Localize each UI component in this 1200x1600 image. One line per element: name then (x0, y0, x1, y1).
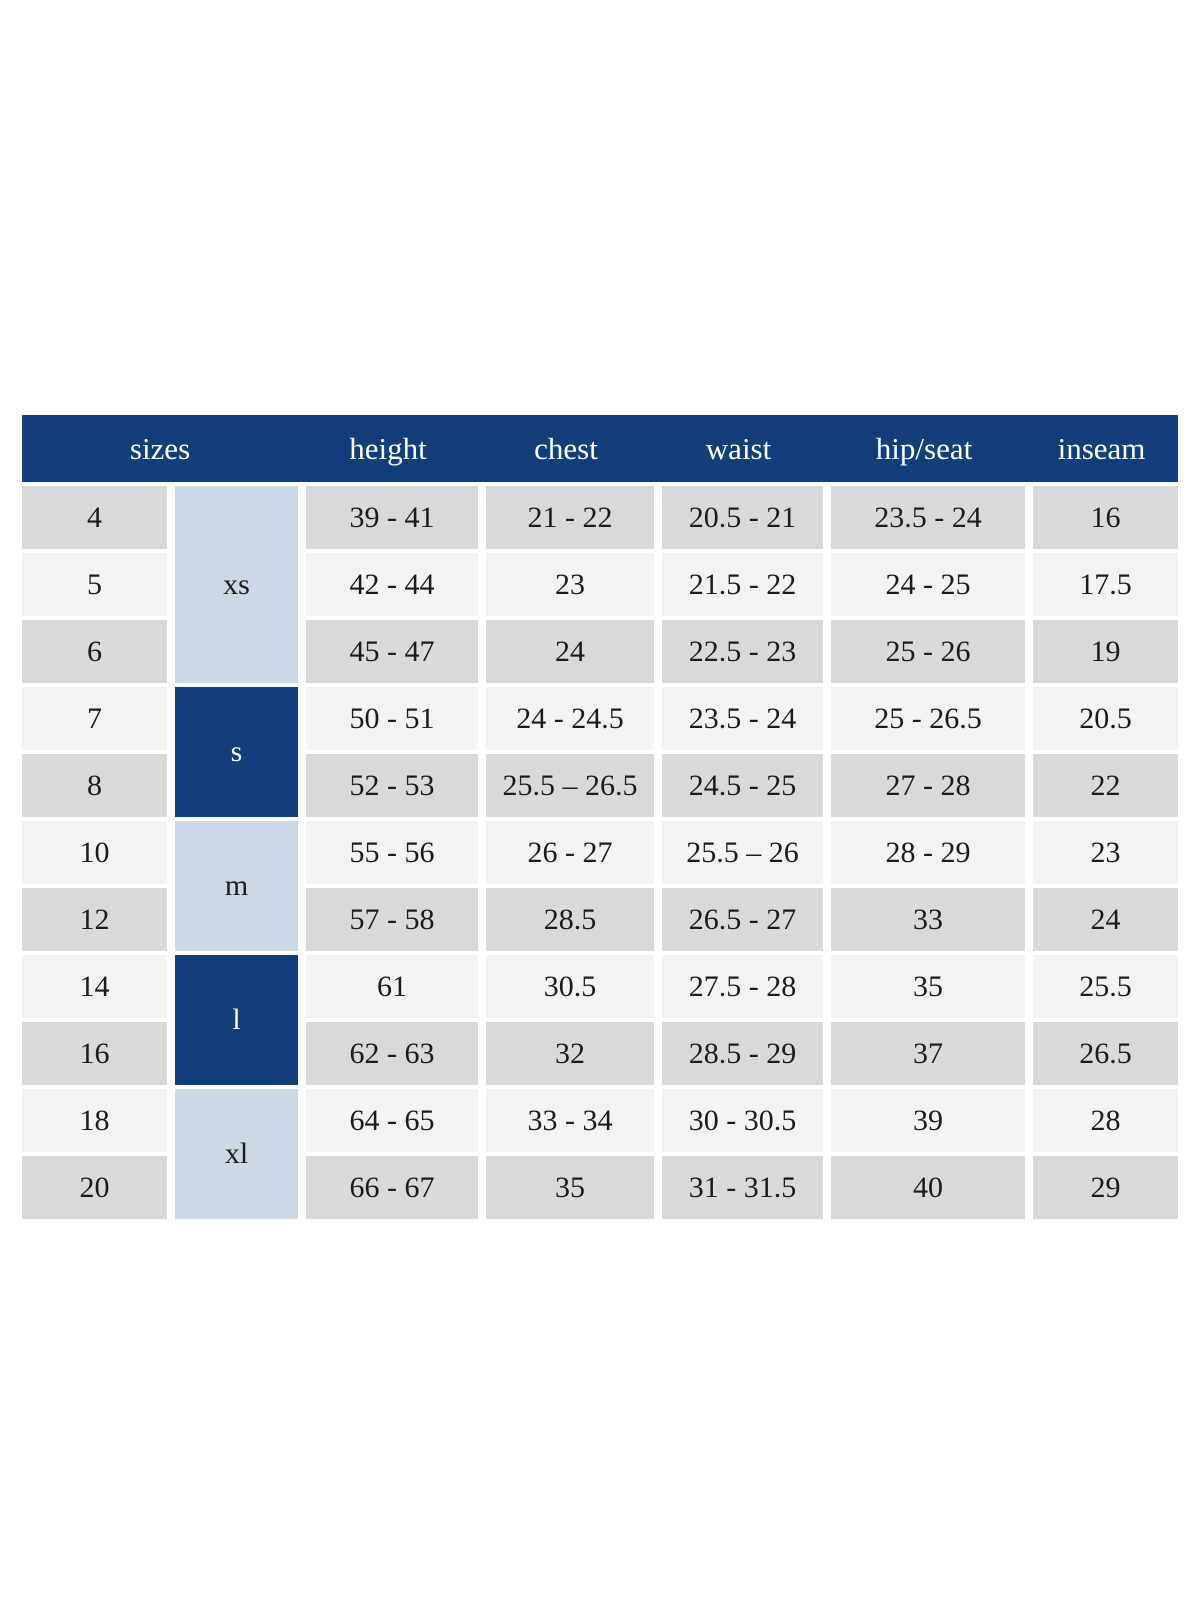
inseam-cell: 26.5 (1025, 1018, 1179, 1085)
chest-cell: 25.5 – 26.5 (478, 750, 655, 817)
waist-cell: 30 - 30.5 (654, 1085, 824, 1152)
table-row: 12 57 - 58 28.5 26.5 - 27 33 24 (22, 884, 1179, 951)
hip-seat-cell: 33 (823, 884, 1026, 951)
inseam-cell: 29 (1025, 1152, 1179, 1219)
waist-cell: 24.5 - 25 (654, 750, 824, 817)
height-cell: 66 - 67 (298, 1152, 479, 1219)
height-cell: 50 - 51 (298, 683, 479, 750)
hip-seat-cell: 27 - 28 (823, 750, 1026, 817)
group-cell-xl: xl (167, 1085, 299, 1219)
size-cell: 14 (22, 951, 167, 1018)
hip-seat-cell: 28 - 29 (823, 817, 1026, 884)
chest-cell: 35 (478, 1152, 655, 1219)
hip-seat-cell: 40 (823, 1152, 1026, 1219)
chest-cell: 33 - 34 (478, 1085, 655, 1152)
chest-cell: 21 - 22 (478, 482, 655, 549)
column-header-hip-seat: hip/seat (823, 415, 1026, 482)
hip-seat-cell: 39 (823, 1085, 1026, 1152)
table-row: 18 xl 64 - 65 33 - 34 30 - 30.5 39 28 (22, 1085, 1179, 1219)
height-cell: 62 - 63 (298, 1018, 479, 1085)
column-header-inseam: inseam (1025, 415, 1179, 482)
table-row: 4 xs 39 - 41 21 - 22 20.5 - 21 23.5 - 24… (22, 482, 1179, 683)
table-row: 20 66 - 67 35 31 - 31.5 40 29 (22, 1152, 1179, 1219)
hip-seat-cell: 37 (823, 1018, 1026, 1085)
inseam-cell: 19 (1025, 616, 1179, 683)
table-body: 4 xs 39 - 41 21 - 22 20.5 - 21 23.5 - 24… (22, 482, 1179, 1219)
size-cell: 6 (22, 616, 167, 683)
chest-cell: 23 (478, 549, 655, 616)
waist-cell: 31 - 31.5 (654, 1152, 824, 1219)
table-row: 16 62 - 63 32 28.5 - 29 37 26.5 (22, 1018, 1179, 1085)
chest-cell: 26 - 27 (478, 817, 655, 884)
waist-cell: 25.5 – 26 (654, 817, 824, 884)
size-cell: 5 (22, 549, 167, 616)
header-row: sizes height chest waist hip/seat inseam (22, 415, 1179, 482)
hip-seat-cell: 25 - 26.5 (823, 683, 1026, 750)
column-header-sizes: sizes (22, 415, 299, 482)
chest-cell: 24 - 24.5 (478, 683, 655, 750)
size-cell: 16 (22, 1018, 167, 1085)
inseam-cell: 16 (1025, 482, 1179, 549)
column-header-chest: chest (478, 415, 655, 482)
height-cell: 39 - 41 (298, 482, 479, 549)
waist-cell: 22.5 - 23 (654, 616, 824, 683)
waist-cell: 27.5 - 28 (654, 951, 824, 1018)
hip-seat-cell: 35 (823, 951, 1026, 1018)
hip-seat-cell: 25 - 26 (823, 616, 1026, 683)
size-cell: 7 (22, 683, 167, 750)
table-row: 8 52 - 53 25.5 – 26.5 24.5 - 25 27 - 28 … (22, 750, 1179, 817)
waist-cell: 28.5 - 29 (654, 1018, 824, 1085)
table-row: 10 m 55 - 56 26 - 27 25.5 – 26 28 - 29 2… (22, 817, 1179, 951)
size-cell: 4 (22, 482, 167, 549)
height-cell: 55 - 56 (298, 817, 479, 884)
height-cell: 61 (298, 951, 479, 1018)
chest-cell: 24 (478, 616, 655, 683)
table-row: 14 l 61 30.5 27.5 - 28 35 25.5 (22, 951, 1179, 1085)
waist-cell: 20.5 - 21 (654, 482, 824, 549)
table-row: 5 42 - 44 23 21.5 - 22 24 - 25 17.5 (22, 549, 1179, 616)
inseam-cell: 17.5 (1025, 549, 1179, 616)
group-cell-xs: xs (167, 482, 299, 683)
inseam-cell: 22 (1025, 750, 1179, 817)
group-cell-s: s (167, 683, 299, 817)
column-header-waist: waist (654, 415, 824, 482)
height-cell: 64 - 65 (298, 1085, 479, 1152)
size-cell: 12 (22, 884, 167, 951)
size-cell: 8 (22, 750, 167, 817)
height-cell: 57 - 58 (298, 884, 479, 951)
hip-seat-cell: 23.5 - 24 (823, 482, 1026, 549)
table-header: sizes height chest waist hip/seat inseam (22, 415, 1179, 482)
inseam-cell: 24 (1025, 884, 1179, 951)
inseam-cell: 23 (1025, 817, 1179, 884)
waist-cell: 21.5 - 22 (654, 549, 824, 616)
waist-cell: 26.5 - 27 (654, 884, 824, 951)
column-header-height: height (298, 415, 479, 482)
size-cell: 18 (22, 1085, 167, 1152)
size-cell: 20 (22, 1152, 167, 1219)
size-chart-table: sizes height chest waist hip/seat inseam… (22, 415, 1179, 1219)
table-row: 7 s 50 - 51 24 - 24.5 23.5 - 24 25 - 26.… (22, 683, 1179, 817)
group-cell-m: m (167, 817, 299, 951)
height-cell: 45 - 47 (298, 616, 479, 683)
chest-cell: 32 (478, 1018, 655, 1085)
table-row: 6 45 - 47 24 22.5 - 23 25 - 26 19 (22, 616, 1179, 683)
inseam-cell: 25.5 (1025, 951, 1179, 1018)
size-cell: 10 (22, 817, 167, 884)
chest-cell: 30.5 (478, 951, 655, 1018)
inseam-cell: 20.5 (1025, 683, 1179, 750)
inseam-cell: 28 (1025, 1085, 1179, 1152)
height-cell: 52 - 53 (298, 750, 479, 817)
waist-cell: 23.5 - 24 (654, 683, 824, 750)
hip-seat-cell: 24 - 25 (823, 549, 1026, 616)
chest-cell: 28.5 (478, 884, 655, 951)
group-cell-l: l (167, 951, 299, 1085)
height-cell: 42 - 44 (298, 549, 479, 616)
